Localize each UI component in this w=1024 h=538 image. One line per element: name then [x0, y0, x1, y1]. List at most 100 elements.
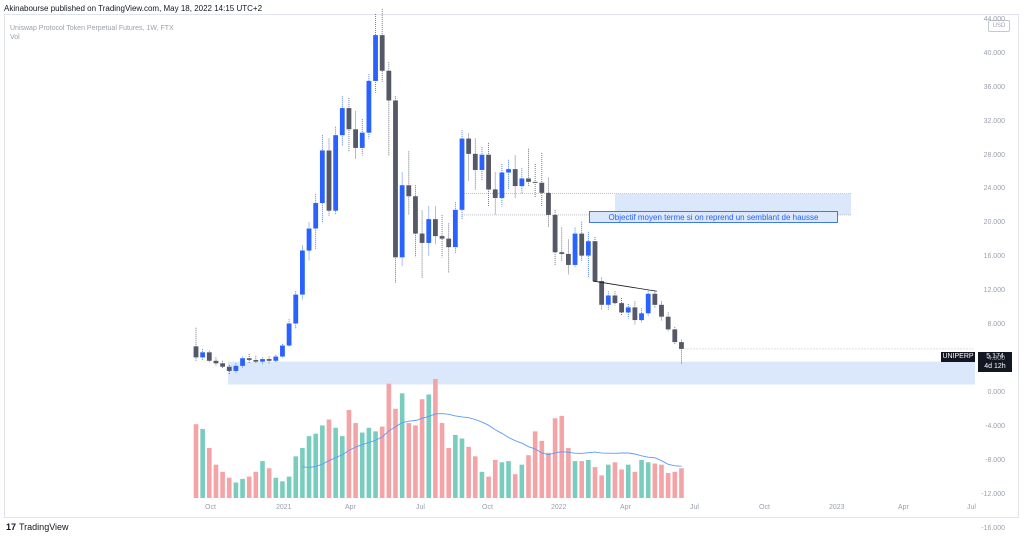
candle-body — [386, 70, 392, 101]
volume-bar — [619, 469, 624, 498]
candle-body — [266, 359, 272, 361]
candle-body — [313, 203, 319, 229]
volume-bar — [213, 464, 219, 498]
volume-bar — [200, 428, 205, 498]
candle-body — [306, 228, 312, 251]
candle-body — [559, 252, 565, 254]
volume-bar — [612, 462, 618, 498]
candle-body — [326, 150, 332, 211]
volume-bar — [346, 409, 352, 498]
time-axis-tick: 2023 — [829, 504, 845, 511]
volume-bar — [446, 448, 451, 498]
time-axis-tick: Oct — [759, 504, 770, 511]
volume-bar — [652, 463, 658, 498]
tradingview-mark-icon: 17 — [6, 522, 17, 532]
candle-body — [366, 80, 372, 133]
candle-body — [492, 189, 498, 198]
target-zone — [614, 193, 851, 215]
candle-body — [526, 178, 531, 182]
volume-bar — [526, 455, 531, 498]
price-axis-tick: -16.000 — [981, 524, 1005, 532]
candle-body — [433, 219, 438, 237]
volume-bar — [625, 464, 631, 498]
candle-body — [253, 359, 259, 362]
price-axis-tick: 4.000 — [987, 355, 1005, 363]
tradingview-logo[interactable]: 17 TradingView — [6, 522, 69, 532]
volume-bar — [246, 476, 252, 498]
candle-body — [406, 185, 412, 197]
volume-bar — [240, 478, 245, 498]
candle-body — [625, 307, 631, 313]
time-axis-tick: Jul — [967, 504, 976, 511]
price-axis-tick: 36.000 — [983, 83, 1005, 91]
candle-body — [213, 360, 219, 364]
volume-bar — [506, 461, 511, 498]
candle-body — [206, 352, 212, 361]
volume-bar — [226, 477, 232, 498]
volume-bar — [293, 456, 299, 498]
volume-bar — [207, 448, 212, 498]
volume-bar — [672, 471, 678, 498]
price-axis-tick: 40.000 — [983, 49, 1005, 57]
publisher-line: Akinabourse published on TradingView.com… — [4, 4, 263, 13]
resistance-line — [592, 280, 657, 292]
price-axis-tick: 12.000 — [983, 287, 1005, 295]
price-axis-tick: 8.000 — [987, 321, 1005, 329]
candle-body — [679, 342, 684, 349]
volume-bar — [266, 468, 272, 498]
volume-bar — [340, 436, 345, 498]
volume-bar — [273, 477, 279, 498]
time-axis-tick: Apr — [620, 504, 631, 511]
volume-bar — [559, 415, 565, 498]
candle-body — [479, 154, 485, 170]
last-price-value: 5.174 — [986, 353, 1004, 360]
candle-body — [452, 209, 458, 248]
price-axis-tick: 24.000 — [983, 185, 1005, 193]
candle-body — [280, 345, 285, 357]
volume-bar — [473, 456, 478, 498]
volume-bar — [512, 474, 518, 498]
candle-body — [353, 129, 358, 148]
symbol-title: Uniswap Protocol Token Perpetual Futures… — [10, 25, 174, 32]
last-price-tag: 5.174 4d 12h — [978, 352, 1012, 372]
candle-body — [459, 138, 465, 210]
volume-bar — [572, 461, 578, 498]
candle-body — [359, 132, 365, 148]
volume-bar — [552, 418, 558, 498]
candle-body — [273, 356, 279, 361]
candle-body — [333, 135, 339, 211]
volume-bar — [419, 399, 425, 498]
volume-bar — [333, 427, 338, 498]
candle-body — [639, 313, 644, 321]
volume-bar — [566, 448, 571, 498]
candle-body — [546, 192, 551, 215]
volume-bar — [519, 464, 525, 498]
volume-bar — [300, 448, 305, 498]
candle-body — [419, 233, 425, 243]
candle-body — [592, 241, 598, 282]
candle-body — [300, 250, 305, 295]
candle-body — [612, 295, 618, 304]
volume-bar — [479, 471, 485, 498]
volume-bar — [453, 434, 458, 498]
volume-moving-average — [302, 413, 682, 468]
time-axis-tick: Apr — [345, 504, 356, 511]
volume-bar — [359, 432, 365, 498]
price-axis-tick: -8.000 — [985, 456, 1005, 464]
candle-body — [240, 358, 245, 366]
price-axis-tick: 16.000 — [983, 253, 1005, 261]
volume-bar — [592, 467, 598, 498]
volume-bar — [499, 462, 505, 498]
candle-body — [319, 150, 325, 204]
tradingview-logo-text: TradingView — [19, 522, 69, 532]
volume-bar — [532, 431, 538, 498]
volume-bar — [492, 459, 498, 498]
volume-bar — [433, 379, 438, 498]
price-axis-tick: 28.000 — [983, 151, 1005, 159]
candle-body — [632, 307, 638, 321]
candle-body — [486, 154, 491, 190]
currency-label[interactable]: USD — [988, 20, 1010, 32]
volume-bar — [632, 471, 638, 498]
candle-body — [200, 352, 206, 358]
